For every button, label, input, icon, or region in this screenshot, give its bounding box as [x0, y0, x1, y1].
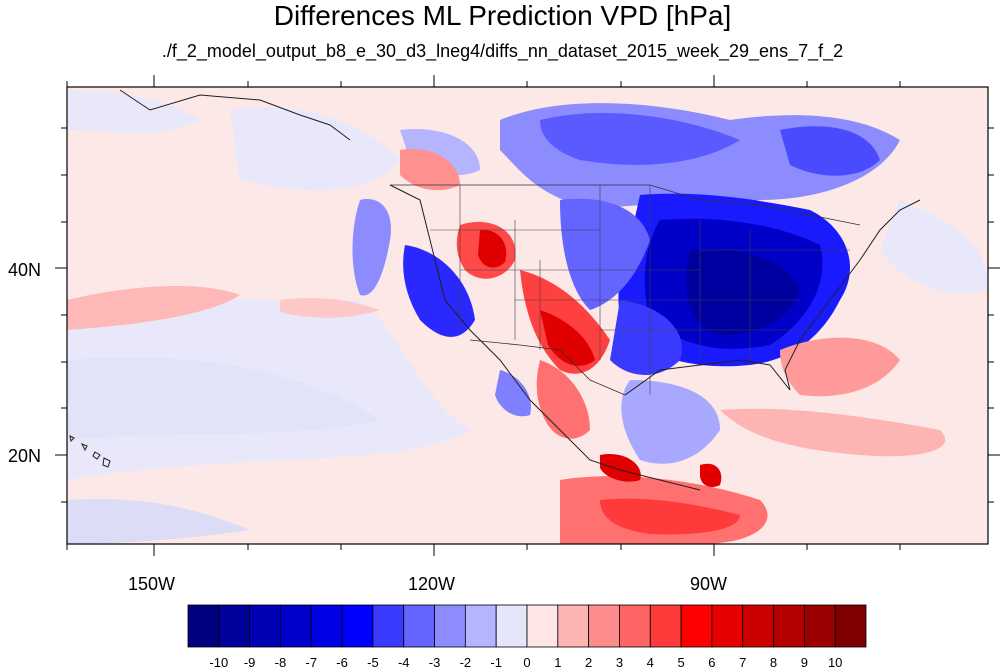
canada-blue-core: [780, 126, 880, 176]
lon-label-150w: 150W: [128, 574, 176, 594]
southwest-dark-red: [540, 310, 595, 366]
eastern-us-darkest-blue: [686, 249, 800, 335]
map-subtitle: ./f_2_model_output_b8_e_30_d3_lneg4/diff…: [161, 41, 844, 61]
colorbar-swatch: [218, 604, 251, 648]
plains-blue: [560, 198, 650, 310]
lon-label-90w: 90W: [690, 574, 728, 594]
colorbar-swatch: [434, 604, 466, 648]
colorbar-tick-label: 1: [554, 655, 562, 670]
colorbar-tick-label: 7: [739, 655, 747, 670]
colorbar-swatch: [403, 604, 435, 648]
colorbar-swatch: [464, 604, 497, 648]
pacific-nw-pink: [400, 149, 460, 191]
colorbar-swatch: [773, 604, 805, 648]
colorbar-swatch: [588, 604, 620, 648]
mexico-red: [536, 360, 590, 439]
colorbar-tick-label: 4: [646, 655, 654, 670]
colorbar-tick-label: 9: [800, 655, 808, 670]
colorbar-tick-label: -7: [305, 655, 318, 670]
lat-label-20n: 20N: [8, 446, 42, 466]
colorbar-tick-label: -9: [243, 655, 256, 670]
colorbar-swatch: [619, 604, 651, 648]
colorbar-swatch: [495, 604, 528, 648]
pacific-pink-band: [67, 285, 240, 330]
colorbar: [187, 604, 867, 648]
colorbar-tick-label: 2: [585, 655, 593, 670]
map-plot-area: [67, 87, 988, 544]
colorbar-swatch: [803, 604, 836, 648]
colorbar-tick-label: -1: [490, 655, 502, 670]
colorbar-tick-label: 5: [677, 655, 685, 670]
state-borders: [430, 185, 850, 395]
colorbar-tick-label: -4: [397, 655, 410, 670]
colorbar-swatch: [834, 604, 867, 648]
colorbar-tick-label: 0: [523, 655, 531, 670]
map-title: Differences ML Prediction VPD [hPa]: [273, 0, 732, 31]
central-america-dark-red: [600, 498, 740, 535]
hawaii-islands: [69, 435, 111, 468]
lat-label-40n: 40N: [8, 260, 42, 280]
colorbar-swatch: [187, 604, 220, 648]
lon-label-120w: 120W: [408, 574, 456, 594]
colorbar-tick-label: -6: [336, 655, 348, 670]
colorbar-swatch: [742, 604, 774, 648]
us-canada-border: [390, 184, 861, 226]
colorbar-tick-label: 8: [769, 655, 778, 670]
colorbar-swatch: [372, 604, 405, 648]
pacific-lavender-patch: [230, 107, 400, 191]
atlantic-pink: [780, 337, 900, 397]
colorbar-swatch: [249, 604, 281, 648]
colorbar-tick-label: 10: [827, 655, 843, 670]
colorbar-tick-label: -2: [459, 655, 472, 670]
colorbar-swatch: [341, 604, 374, 648]
yucatan-dark-red: [700, 463, 722, 487]
axis-ticks: [55, 75, 1000, 556]
colorbar-tick-label: -8: [274, 655, 287, 670]
colorbar-swatch: [649, 604, 682, 648]
pacific-lavender-patch: [67, 499, 250, 544]
colorbar-swatch: [557, 604, 590, 648]
pacific-coastline: [389, 184, 701, 491]
mexico-dark-red: [600, 454, 641, 482]
pacific-coast-blue: [352, 199, 391, 296]
pacific-pink-band: [280, 298, 380, 318]
us-mexico-border: [469, 339, 626, 396]
pacific-lavender-patch: [67, 357, 380, 440]
atlantic-lavender-patch: [880, 200, 988, 293]
colorbar-tick-label: -10: [209, 655, 229, 670]
pacific-lavender-patch: [67, 90, 200, 133]
gulf-coast-blue: [610, 300, 682, 375]
colorbar-swatch: [680, 604, 713, 648]
mexico-light-blue: [621, 380, 720, 464]
colorbar-swatch: [310, 604, 343, 648]
canada-blue-core: [540, 112, 740, 165]
caribbean-pink: [720, 408, 946, 457]
colorbar-tick-label: -3: [428, 655, 441, 670]
atlantic-gulf-coastline: [624, 199, 921, 396]
baja-blue: [495, 370, 531, 417]
colorbar-tick-label: -5: [367, 655, 379, 670]
colorbar-tick-label: 3: [615, 655, 624, 670]
colorbar-swatch: [526, 604, 559, 648]
colorbar-tick-label: 6: [708, 655, 716, 670]
great-basin-dark-red: [478, 229, 507, 268]
colorbar-swatch: [280, 604, 312, 648]
colorbar-swatch: [711, 604, 744, 648]
alaska-coastline: [119, 89, 351, 141]
